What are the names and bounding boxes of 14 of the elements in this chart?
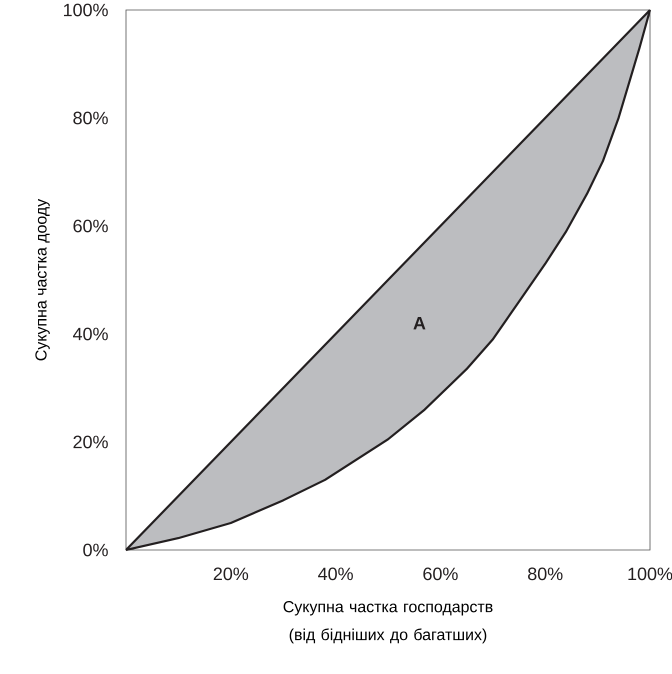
x-tick-label: 60% bbox=[423, 568, 458, 580]
y-tick-label: 20% bbox=[73, 436, 108, 448]
x-axis-title: Сукупна частка господарств (від бідніших до багатших) bbox=[284, 601, 493, 644]
x-tick-label: 40% bbox=[318, 568, 353, 580]
y-axis-title: Сукупна частка дооду bbox=[35, 198, 50, 360]
y-tick-label: 80% bbox=[73, 112, 108, 124]
x-tick-label: 20% bbox=[214, 568, 248, 580]
y-tick-label: 0% bbox=[83, 544, 108, 556]
x-tick-label: 80% bbox=[528, 568, 563, 580]
x-tick-label: 100% bbox=[628, 568, 672, 580]
annotation: A bbox=[413, 317, 426, 330]
y-tick-label: 60% bbox=[73, 220, 108, 232]
y-tick-label: 40% bbox=[72, 328, 108, 340]
y-tick-label: 100% bbox=[64, 4, 108, 16]
